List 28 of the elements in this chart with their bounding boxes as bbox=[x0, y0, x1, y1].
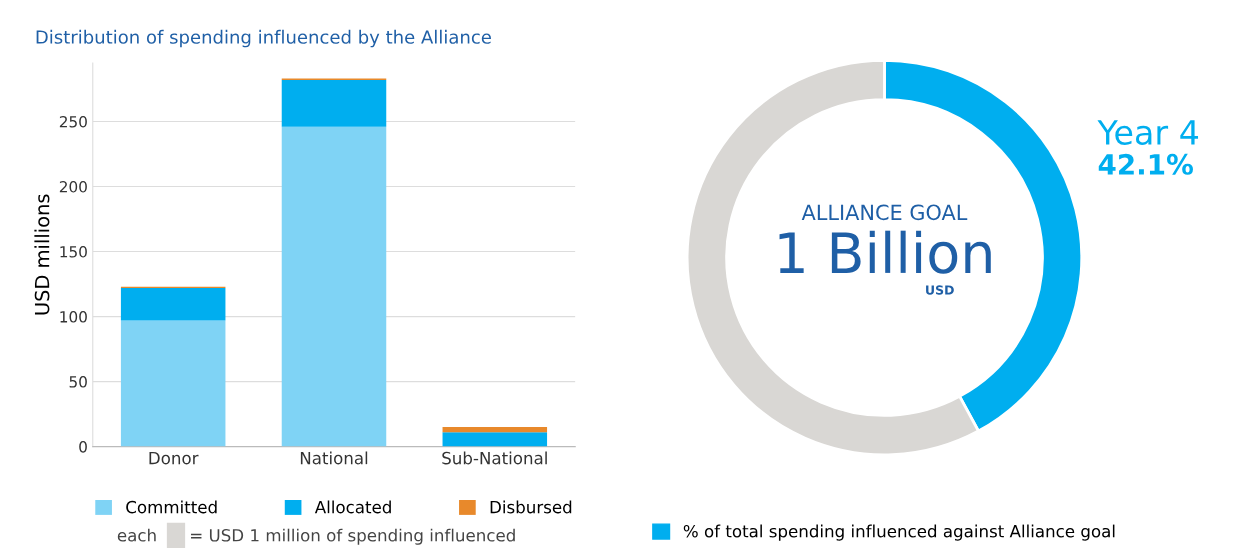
text: USD bbox=[926, 285, 954, 295]
chart-title: Distribution of spending influenced by the Alliance bbox=[36, 29, 491, 48]
y-tick-label: 0 bbox=[79, 441, 87, 453]
y-tick-label: 250 bbox=[59, 116, 87, 128]
text: ALLIANCE GOAL bbox=[801, 204, 968, 221]
x-tick-label: Sub-National bbox=[442, 451, 547, 465]
y-tick-label: 150 bbox=[60, 246, 87, 258]
bar bbox=[442, 427, 548, 433]
bar bbox=[120, 320, 226, 447]
x-tick-label: National bbox=[300, 451, 368, 465]
text: = USD 1 million of spending influenced bbox=[191, 528, 515, 545]
y-axis-title: USD millions bbox=[34, 194, 50, 315]
bar bbox=[120, 287, 226, 321]
legend-label: % of total spending influenced against Alliance goal bbox=[683, 524, 1115, 541]
bar bbox=[281, 126, 387, 447]
y-tick-label: 200 bbox=[59, 181, 87, 193]
legend-label: Allocated bbox=[314, 500, 391, 514]
bar bbox=[281, 79, 387, 127]
x-tick-label: Donor bbox=[149, 451, 199, 465]
legend-label: Committed bbox=[126, 500, 217, 514]
text: each bbox=[117, 528, 156, 542]
text: Year 4 bbox=[1097, 120, 1199, 145]
text: 42.1% bbox=[1098, 153, 1193, 175]
y-tick-label: 100 bbox=[60, 311, 87, 323]
text: 1 Billion bbox=[779, 230, 991, 274]
bar bbox=[442, 432, 548, 447]
legend-label: Disbursed bbox=[490, 500, 572, 514]
y-tick-label: 50 bbox=[69, 376, 87, 388]
